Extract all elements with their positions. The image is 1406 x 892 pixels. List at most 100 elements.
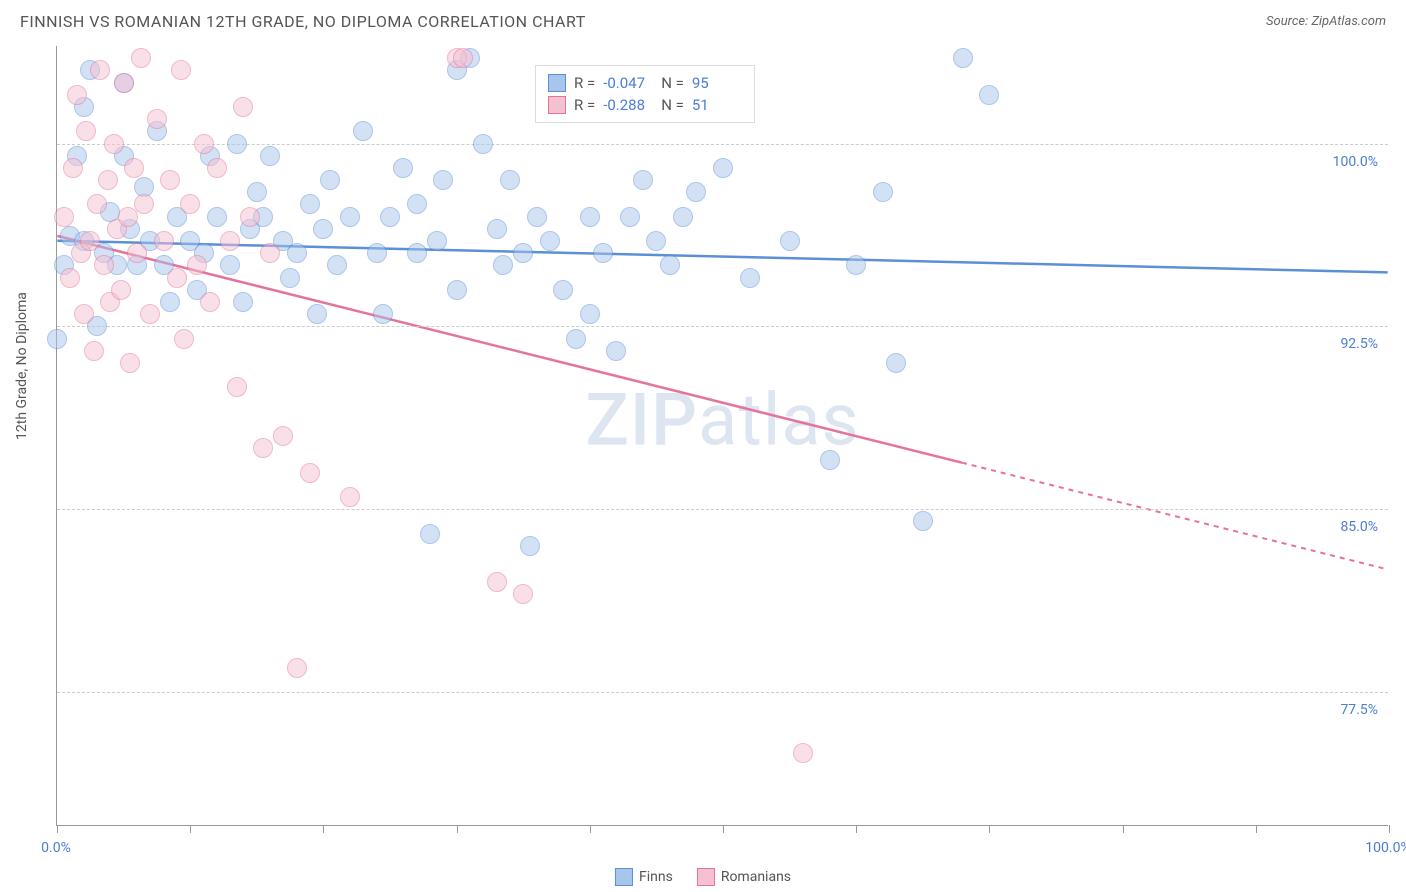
scatter-point <box>260 146 280 166</box>
scatter-point <box>520 536 540 556</box>
watermark-zip: ZIP <box>585 377 698 462</box>
scatter-point <box>94 255 114 275</box>
bottom-legend: Finns Romanians <box>615 868 791 886</box>
chart-title: FINNISH VS ROMANIAN 12TH GRADE, NO DIPLO… <box>20 12 586 31</box>
trend-line-dashed <box>962 463 1388 570</box>
grid-line <box>57 692 1388 693</box>
scatter-point <box>606 341 626 361</box>
scatter-point <box>287 243 307 263</box>
scatter-point <box>420 524 440 544</box>
scatter-point <box>487 572 507 592</box>
scatter-point <box>633 170 653 190</box>
stats-n-value: 51 <box>692 96 742 114</box>
scatter-point <box>280 268 300 288</box>
chart-plot-area: ZIPatlas 77.5% 85.0% 92.5% 100.0% R = -0.047 N… <box>56 46 1388 826</box>
scatter-point <box>886 353 906 373</box>
scatter-point <box>300 463 320 483</box>
scatter-point <box>111 280 131 300</box>
y-tick-label: 92.5% <box>1340 336 1378 352</box>
x-tick <box>856 825 857 833</box>
scatter-point <box>407 243 427 263</box>
scatter-point <box>566 329 586 349</box>
legend-label-romanians: Romanians <box>721 869 791 885</box>
scatter-point <box>553 280 573 300</box>
scatter-point <box>87 194 107 214</box>
scatter-point <box>233 97 253 117</box>
stats-swatch <box>548 96 566 114</box>
legend-item-finns: Finns <box>615 868 673 886</box>
scatter-point <box>207 158 227 178</box>
scatter-point <box>273 426 293 446</box>
grid-line <box>57 144 1388 145</box>
scatter-point <box>713 158 733 178</box>
legend-item-romanians: Romanians <box>697 868 791 886</box>
scatter-point <box>673 207 693 227</box>
scatter-point <box>220 231 240 251</box>
x-tick <box>190 825 191 833</box>
y-axis-label: 12th Grade, No Diploma <box>14 292 30 440</box>
scatter-point <box>820 450 840 470</box>
scatter-point <box>493 255 513 275</box>
scatter-point <box>380 207 400 227</box>
x-tick <box>723 825 724 833</box>
scatter-point <box>233 292 253 312</box>
stats-box: R =-0.047N =95R =-0.288N =51 <box>535 65 755 123</box>
y-tick-label: 100.0% <box>1333 154 1378 170</box>
scatter-point <box>793 743 813 763</box>
scatter-point <box>340 207 360 227</box>
scatter-point <box>320 170 340 190</box>
scatter-point <box>527 207 547 227</box>
scatter-point <box>740 268 760 288</box>
trend-line <box>57 241 1387 273</box>
scatter-point <box>207 207 227 227</box>
scatter-point <box>54 207 74 227</box>
watermark-atlas: atlas <box>698 377 860 462</box>
scatter-point <box>131 48 151 68</box>
scatter-point <box>220 255 240 275</box>
scatter-point <box>114 73 134 93</box>
scatter-point <box>780 231 800 251</box>
scatter-point <box>76 121 96 141</box>
stats-r-value: -0.047 <box>603 74 653 92</box>
stats-n-value: 95 <box>692 74 742 92</box>
scatter-point <box>90 60 110 80</box>
scatter-point <box>287 658 307 678</box>
x-tick-label: 100.0% <box>1365 840 1406 856</box>
legend-swatch-romanians <box>697 868 715 886</box>
scatter-point <box>171 60 191 80</box>
scatter-point <box>686 182 706 202</box>
scatter-point <box>227 377 247 397</box>
scatter-point <box>620 207 640 227</box>
scatter-point <box>593 243 613 263</box>
scatter-point <box>873 182 893 202</box>
scatter-point <box>580 304 600 324</box>
x-tick <box>590 825 591 833</box>
scatter-point <box>513 584 533 604</box>
x-tick <box>323 825 324 833</box>
y-tick-label: 85.0% <box>1340 519 1378 535</box>
scatter-point <box>84 341 104 361</box>
scatter-point <box>979 85 999 105</box>
scatter-point <box>513 243 533 263</box>
scatter-point <box>373 304 393 324</box>
stats-r-label: R = <box>574 96 595 114</box>
stats-n-label: N = <box>661 74 684 92</box>
x-tick <box>989 825 990 833</box>
legend-label-finns: Finns <box>639 869 673 885</box>
scatter-point <box>353 121 373 141</box>
scatter-point <box>473 134 493 154</box>
x-tick <box>1256 825 1257 833</box>
stats-swatch <box>548 74 566 92</box>
scatter-point <box>453 48 473 68</box>
scatter-point <box>187 255 207 275</box>
scatter-point <box>487 219 507 239</box>
scatter-point <box>913 511 933 531</box>
scatter-point <box>63 158 83 178</box>
scatter-point <box>194 134 214 154</box>
scatter-point <box>147 109 167 129</box>
scatter-point <box>80 231 100 251</box>
scatter-point <box>167 268 187 288</box>
scatter-point <box>253 438 273 458</box>
scatter-point <box>433 170 453 190</box>
y-tick-label: 77.5% <box>1340 702 1378 718</box>
